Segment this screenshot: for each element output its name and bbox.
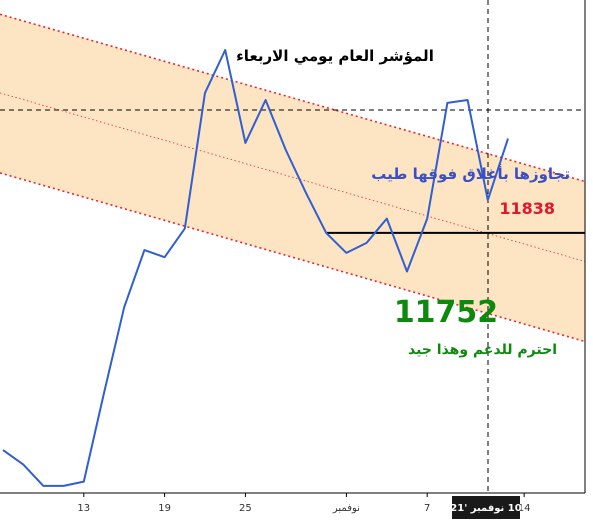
channel-band (0, 14, 585, 342)
x-tick-label: 13 (77, 503, 90, 514)
resistance-level-label: 11838 (499, 199, 555, 218)
chart-title: المؤشر العام يومي الاربعاء (236, 47, 434, 65)
index-price-line (2, 49, 509, 487)
channel-lower-line (0, 172, 586, 343)
resistance-annotation: تجاوزها بأغلاق فوقها طيب (371, 164, 570, 183)
channel-upper-line (0, 13, 586, 183)
x-tick-label: 25 (239, 503, 252, 514)
channel-middle-line (0, 92, 586, 262)
x-tick-label: نوفمبر (332, 503, 360, 514)
x-tick-label: 14 (518, 503, 531, 514)
current-date-badge (452, 496, 520, 519)
support-annotation: احترم للدعم وهذا جيد (408, 342, 557, 358)
x-tick-label: 7 (424, 503, 430, 514)
x-axis-ticks: 13 19 25 نوفمبر 7 14 (77, 493, 531, 514)
support-level-label: 11752 (394, 295, 498, 330)
current-date-label: 10 نوفمبر '21 (450, 503, 521, 514)
x-tick-label: 19 (158, 503, 171, 514)
